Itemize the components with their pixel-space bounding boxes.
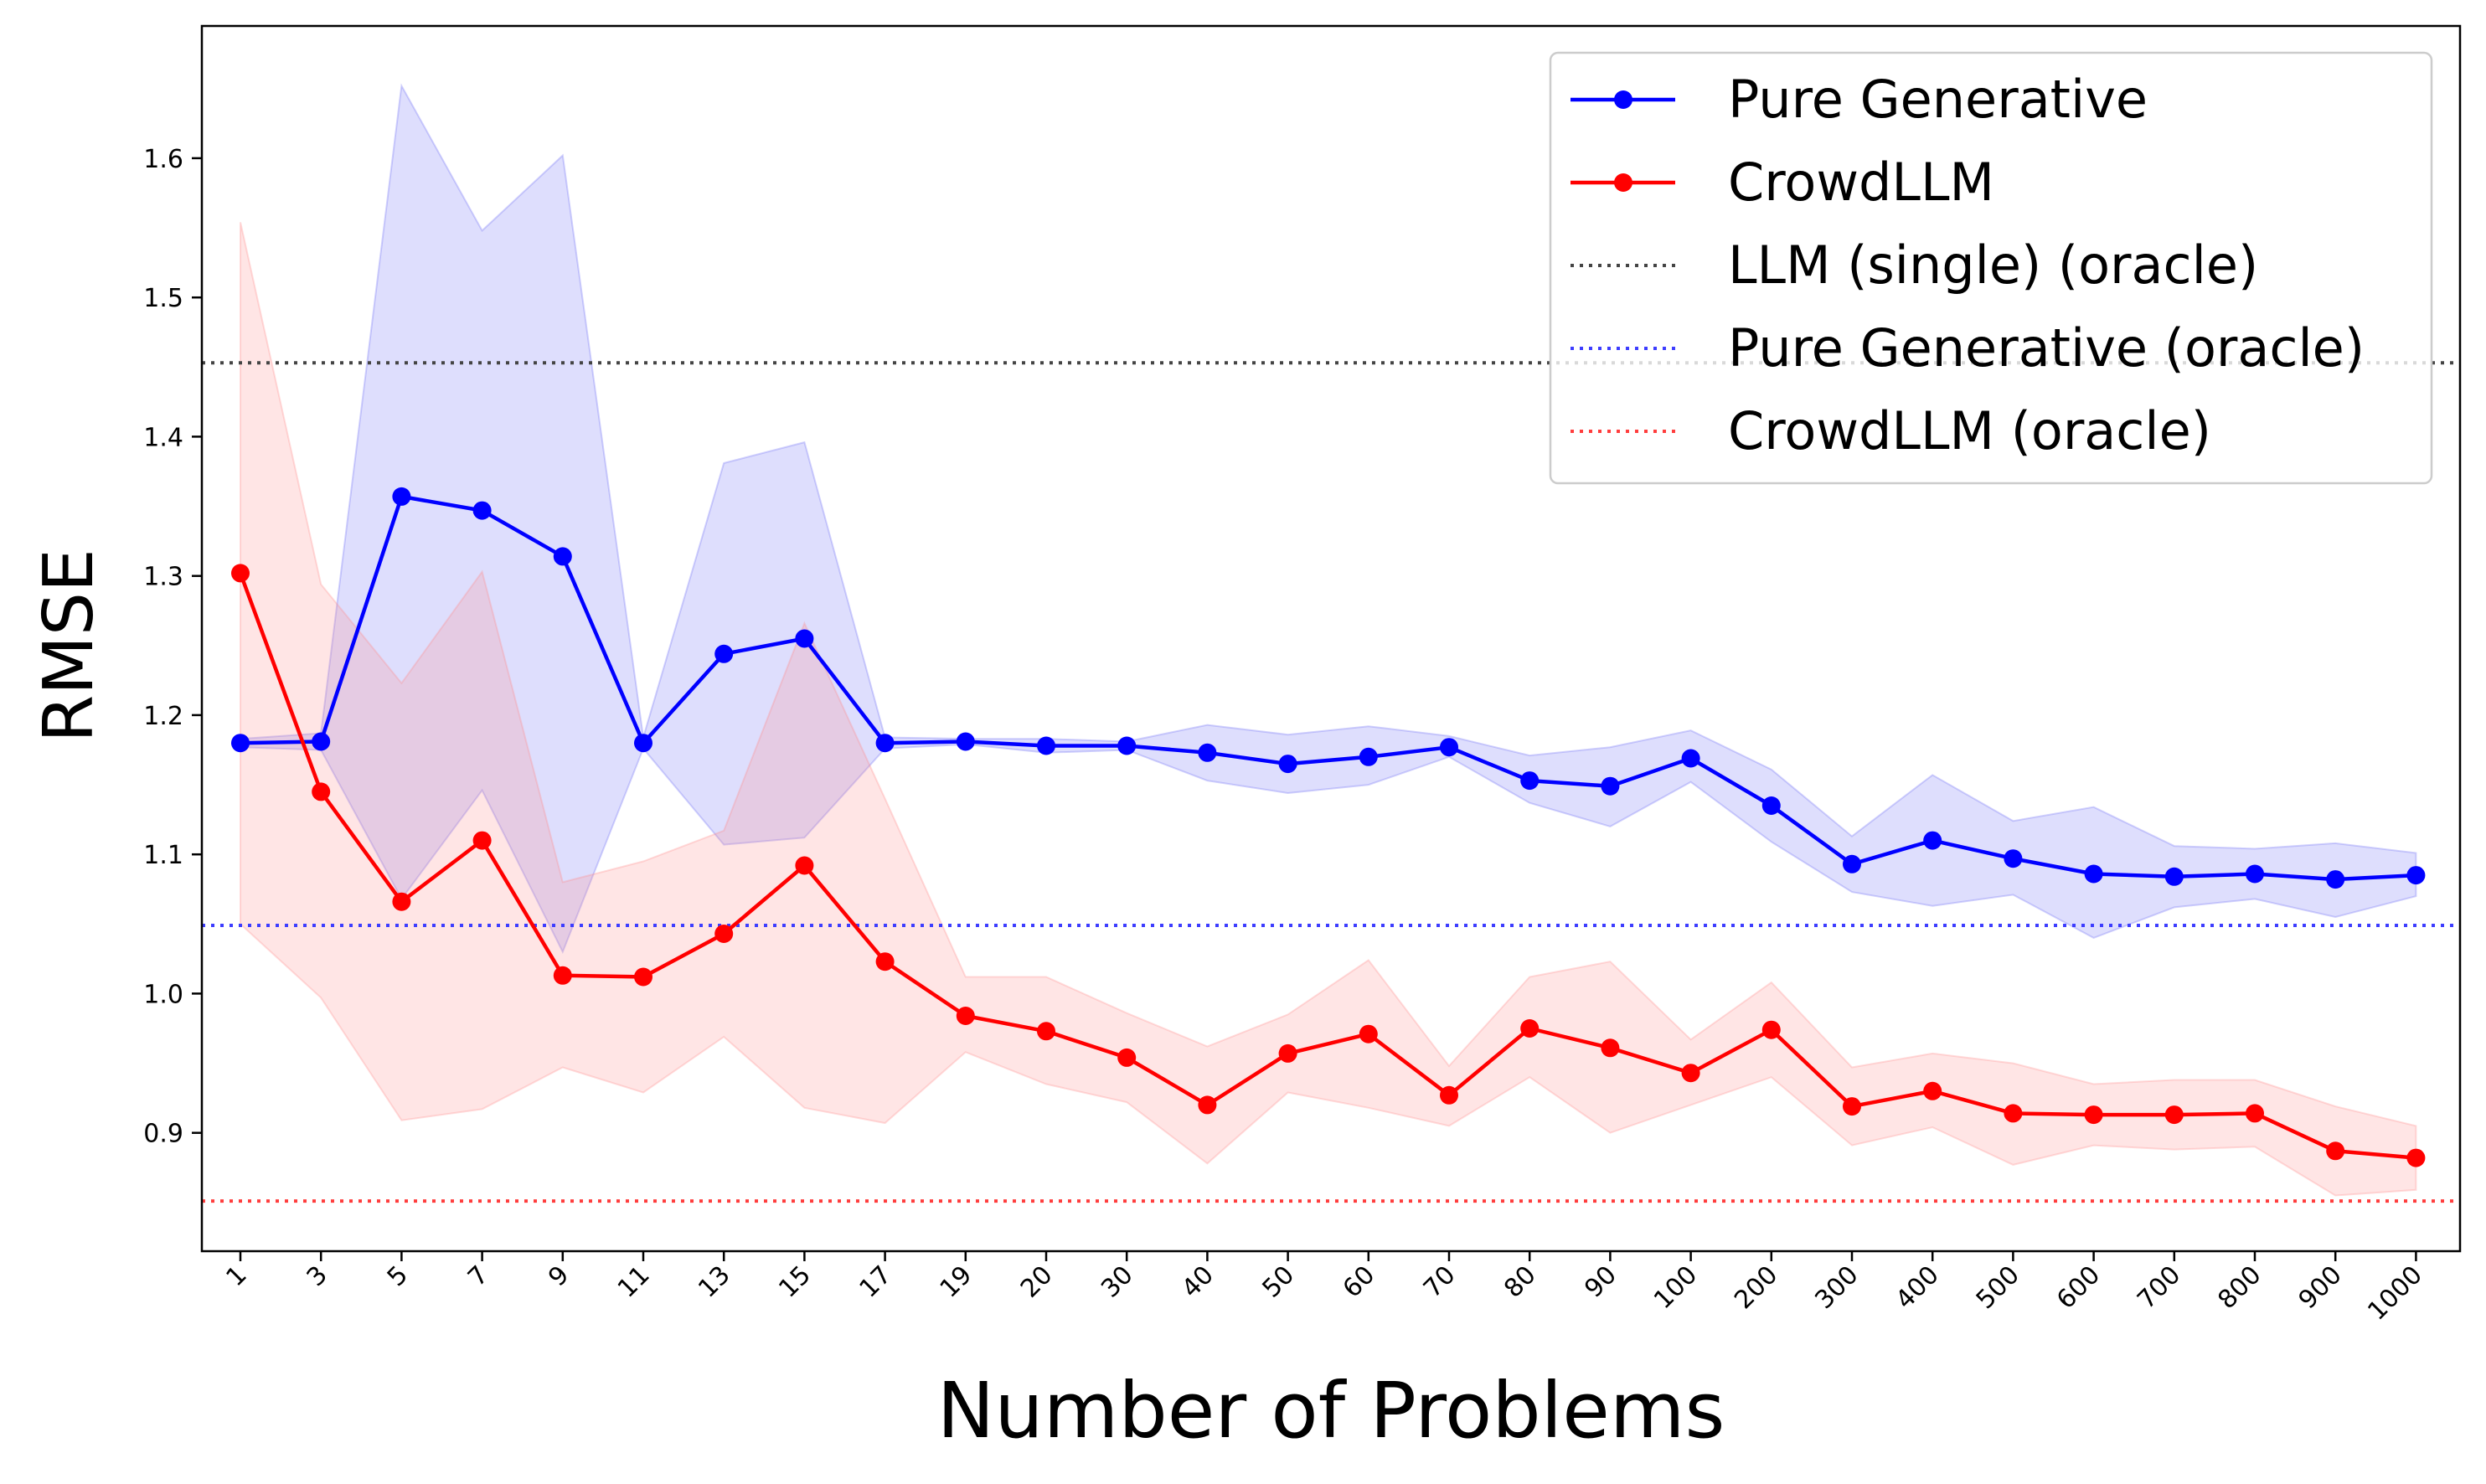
pure-generative-point	[1761, 796, 1781, 815]
y-tick-label: 1.4	[143, 423, 183, 452]
pure-generative-point	[1601, 776, 1620, 796]
pure-generative-point	[2246, 864, 2264, 884]
x-axis-title: Number of Problems	[937, 1366, 1725, 1456]
pure-generative-point	[795, 629, 814, 648]
crowdllm-point	[1117, 1048, 1137, 1067]
legend-pure-generative-marker	[1614, 90, 1632, 109]
pure-generative-point	[1359, 747, 1378, 766]
pure-generative-point	[231, 734, 250, 753]
crowdllm-point	[2406, 1148, 2426, 1167]
pure-generative-point	[2326, 870, 2345, 889]
crowdllm-point	[553, 966, 572, 985]
y-tick-label: 1.6	[143, 145, 183, 174]
crowdllm-point	[392, 892, 411, 911]
confidence-bands	[240, 83, 2417, 1197]
y-tick-label: 1.0	[143, 980, 183, 1009]
pure-generative-point	[875, 734, 895, 753]
pure-generative-point	[714, 644, 734, 663]
pure-generative-point	[2406, 866, 2426, 885]
y-tick-label: 1.1	[143, 841, 183, 870]
y-axis: 0.9 1.0 1.1 1.2 1.3 1.4 1.5 1.6	[143, 145, 202, 1149]
crowdllm-point	[2084, 1105, 2103, 1125]
crowdllm-point	[956, 1007, 975, 1025]
legend-box	[1549, 51, 2433, 485]
crowdllm-band	[240, 222, 2417, 1197]
pure-generative-point	[1117, 736, 1137, 755]
pure-generative-point	[634, 734, 652, 753]
crowdllm-point	[1278, 1043, 1297, 1063]
pure-generative-point	[392, 487, 411, 506]
crowdllm-point	[2004, 1104, 2023, 1123]
legend-crowdllm-oracle-label: CrowdLLM (oracle)	[1728, 400, 2211, 461]
y-tick-label: 1.3	[143, 563, 183, 592]
y-axis-title: RMSE	[29, 549, 109, 743]
pure-generative-point	[1520, 771, 1540, 791]
pure-generative-point	[1681, 749, 1700, 768]
crowdllm-point	[312, 782, 331, 801]
crowdllm-point	[231, 564, 250, 583]
legend: Pure Generative CrowdLLM LLM (single) (ora…	[1549, 51, 2433, 485]
crowdllm-point	[714, 925, 734, 943]
legend-crowdllm-label: CrowdLLM	[1728, 152, 1994, 213]
crowdllm-point	[795, 856, 814, 875]
pure-generative-point	[472, 501, 492, 520]
crowdllm-point	[2326, 1141, 2345, 1161]
crowdllm-point	[1440, 1085, 1458, 1105]
legend-llm-single-oracle-label: LLM (single) (oracle)	[1728, 234, 2258, 296]
crowdllm-point	[1520, 1019, 1540, 1038]
pure-generative-point	[553, 547, 572, 566]
pure-generative-point	[1278, 755, 1297, 774]
crowdllm-point	[1601, 1038, 1620, 1058]
crowdllm-point	[1923, 1081, 1942, 1100]
crowdllm-point	[1359, 1024, 1378, 1043]
pure-generative-point	[1198, 743, 1217, 762]
pure-generative-point	[2084, 864, 2103, 884]
legend-pure-generative-oracle-label: Pure Generative (oracle)	[1728, 317, 2365, 379]
pure-generative-point	[2164, 867, 2184, 886]
pure-generative-point	[956, 732, 975, 751]
legend-crowdllm-marker	[1614, 173, 1632, 192]
crowdllm-point	[472, 831, 492, 850]
pure-generative-point	[1843, 854, 1861, 873]
plot-frame	[200, 24, 2462, 1253]
pure-generative-band	[240, 83, 2417, 955]
crowdllm-point	[634, 967, 652, 987]
crowdllm-point	[2246, 1104, 2264, 1123]
crowdllm-point	[875, 952, 895, 971]
pure-generative-point	[1440, 738, 1458, 757]
crowdllm-point	[1037, 1022, 1055, 1041]
data-series	[231, 487, 2426, 1167]
pure-generative-point	[2004, 849, 2023, 868]
y-tick-label: 1.5	[143, 284, 183, 313]
y-tick-label: 0.9	[143, 1120, 183, 1149]
crowdllm-point	[1843, 1097, 1861, 1116]
crowdllm-point	[1681, 1064, 1700, 1083]
legend-pure-generative-label: Pure Generative	[1728, 69, 2148, 130]
crowdllm-point	[1198, 1095, 1217, 1115]
crowdllm-point	[2164, 1105, 2184, 1125]
pure-generative-point	[1923, 831, 1942, 850]
pure-generative-point	[1037, 736, 1055, 755]
y-tick-label: 1.2	[143, 702, 183, 731]
crowdllm-point	[1761, 1020, 1781, 1039]
pure-generative-line	[240, 494, 2416, 882]
pure-generative-point	[312, 732, 331, 751]
crowdllm-line	[238, 572, 2416, 1160]
